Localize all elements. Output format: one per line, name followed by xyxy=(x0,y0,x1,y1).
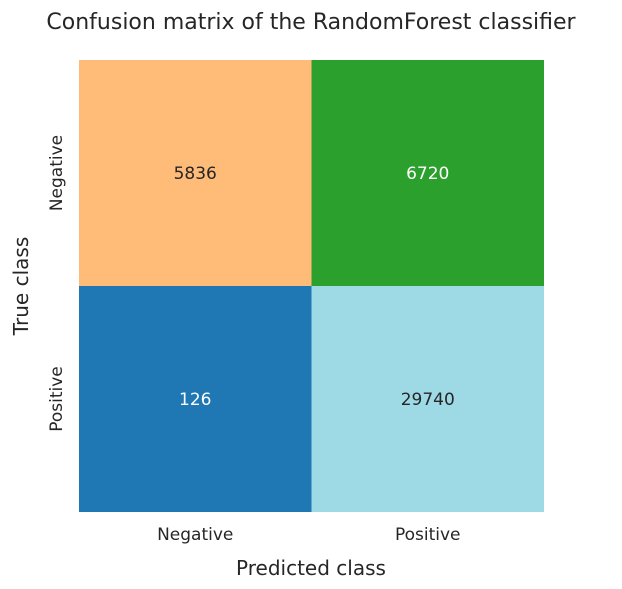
cell-value-label-1-1: 29740 xyxy=(401,390,455,410)
x-tick-labels: Negative Positive xyxy=(157,525,460,545)
heatmap-cell-1-0 xyxy=(79,286,312,512)
y-axis-label: True class xyxy=(9,237,33,337)
y-tick-label-negative: Negative xyxy=(47,135,67,211)
heatmap-cell-0-1 xyxy=(311,60,544,286)
cell-value-label-0-1: 6720 xyxy=(406,164,449,184)
x-axis-label: Predicted class xyxy=(236,556,386,580)
x-tick-label-negative: Negative xyxy=(157,525,233,545)
heatmap-cell-1-1 xyxy=(311,286,544,512)
x-tick-label-positive: Positive xyxy=(395,525,461,545)
cell-value-label-1-0: 126 xyxy=(179,390,211,410)
chart-title: Confusion matrix of the RandomForest cla… xyxy=(46,10,576,35)
heatmap-cells xyxy=(79,60,544,512)
heatmap-cell-labels: 5836 6720 126 29740 xyxy=(174,164,455,410)
heatmap-cell-0-0 xyxy=(79,60,312,286)
y-tick-labels: Negative Positive xyxy=(47,135,67,432)
y-tick-label-positive: Positive xyxy=(47,366,67,432)
cell-value-label-0-0: 5836 xyxy=(174,164,217,184)
